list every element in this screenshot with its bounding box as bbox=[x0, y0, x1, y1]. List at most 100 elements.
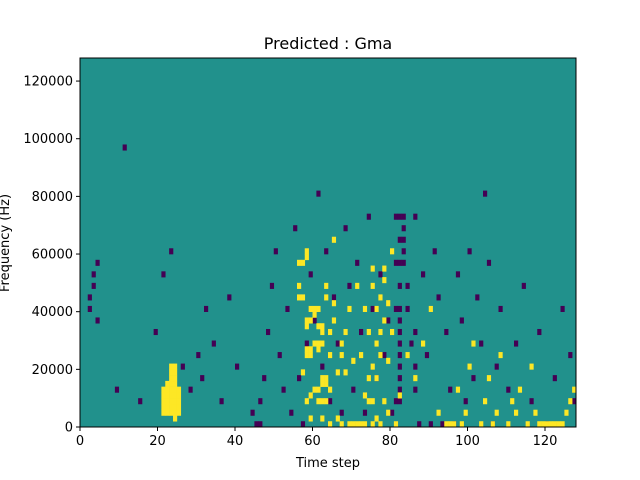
heatmap-cell-high bbox=[173, 415, 178, 422]
heatmap-cell-high bbox=[382, 265, 387, 272]
heatmap-cell-high bbox=[421, 340, 426, 347]
heatmap-cell-high bbox=[308, 346, 313, 353]
heatmap-cell-low bbox=[475, 294, 480, 301]
heatmap-cell-low bbox=[347, 282, 352, 289]
heatmap-cell-low bbox=[401, 213, 406, 220]
heatmap-cell-low bbox=[568, 352, 573, 359]
heatmap-cell-high bbox=[320, 323, 325, 330]
heatmap-cell-high bbox=[169, 392, 174, 399]
heatmap-cell-low bbox=[479, 340, 484, 347]
heatmap-cell-high bbox=[331, 317, 337, 324]
heatmap-cell-high bbox=[328, 328, 333, 336]
heatmap-cell-low bbox=[393, 398, 399, 405]
heatmap-cell-low bbox=[459, 317, 464, 324]
heatmap-cell-high bbox=[165, 392, 170, 399]
heatmap-cell-high bbox=[304, 323, 309, 330]
heatmap-cell-high bbox=[448, 421, 453, 428]
heatmap-cell-low bbox=[444, 328, 449, 336]
heatmap-cell-low bbox=[514, 340, 519, 347]
heatmap-cell-high bbox=[355, 282, 360, 289]
x-tick-label: 20 bbox=[149, 434, 166, 449]
heatmap-cell-high bbox=[382, 317, 387, 324]
heatmap-cell-low bbox=[277, 352, 282, 359]
heatmap-cell-high bbox=[343, 369, 348, 376]
heatmap-cell-low bbox=[308, 271, 313, 278]
heatmap-cell-high bbox=[370, 363, 375, 370]
heatmap-cell-high bbox=[328, 386, 333, 393]
heatmap-cell-high bbox=[320, 398, 325, 405]
heatmap-cell-high bbox=[347, 305, 352, 312]
heatmap-cell-high bbox=[324, 398, 329, 405]
heatmap-cell-high bbox=[366, 398, 371, 405]
heatmap-cell-high bbox=[316, 340, 321, 347]
heatmap-cell-high bbox=[428, 305, 433, 312]
heatmap-cell-high bbox=[455, 386, 461, 393]
heatmap-cell-low bbox=[417, 421, 422, 428]
heatmap-cell-high bbox=[316, 386, 321, 393]
heatmap-cell-low bbox=[421, 271, 426, 278]
y-axis-label: Frequency (Hz) bbox=[0, 194, 13, 292]
heatmap-cell-high bbox=[347, 421, 352, 428]
heatmap-cell-high bbox=[316, 305, 321, 312]
heatmap-cell-high bbox=[490, 421, 495, 428]
heatmap-cell-high bbox=[529, 363, 534, 370]
heatmap-cell-high bbox=[165, 403, 170, 411]
heatmap-cell-low bbox=[87, 305, 92, 312]
heatmap-cell-high bbox=[316, 323, 321, 330]
heatmap-cell-high bbox=[324, 294, 329, 301]
heatmap-cell-low bbox=[521, 282, 526, 289]
heatmap-cell-high bbox=[173, 398, 178, 405]
heatmap-cell-low bbox=[413, 363, 418, 370]
heatmap-cell-high bbox=[463, 409, 468, 416]
y-tick-label: 80000 bbox=[32, 190, 73, 205]
heatmap-cell-low bbox=[397, 305, 402, 312]
heatmap-cell-low bbox=[413, 386, 418, 393]
heatmap-cell-low bbox=[273, 248, 278, 255]
heatmap-cell-high bbox=[506, 421, 511, 428]
heatmap-cell-low bbox=[254, 421, 259, 428]
heatmap-cell-low bbox=[258, 398, 263, 405]
heatmap-cell-low bbox=[250, 409, 255, 416]
heatmap-cell-low bbox=[188, 386, 193, 393]
heatmap-cell-high bbox=[320, 340, 325, 347]
heatmap-cell-low bbox=[351, 386, 356, 393]
heatmap-cell-low bbox=[498, 305, 503, 312]
heatmap-cell-high bbox=[359, 421, 364, 428]
heatmap-cell-high bbox=[351, 357, 356, 364]
heatmap-background bbox=[80, 58, 576, 427]
heatmap-cell-high bbox=[382, 277, 387, 284]
heatmap-cell-high bbox=[173, 409, 178, 416]
heatmap-cell-high bbox=[378, 352, 383, 359]
heatmap-cell-high bbox=[176, 386, 182, 393]
heatmap-cell-low bbox=[572, 398, 577, 405]
heatmap-cell-low bbox=[401, 248, 406, 255]
y-tick-label: 60000 bbox=[32, 248, 73, 263]
heatmap-cell-low bbox=[285, 305, 290, 312]
x-axis-label: Time step bbox=[295, 456, 360, 471]
heatmap-cell-low bbox=[339, 409, 344, 416]
heatmap-cell-high bbox=[335, 369, 340, 376]
heatmap-cell-low bbox=[335, 340, 340, 347]
heatmap-cell-high bbox=[366, 328, 371, 336]
heatmap-cell-high bbox=[308, 415, 313, 422]
heatmap-cell-low bbox=[91, 282, 96, 289]
heatmap-cell-low bbox=[424, 352, 430, 359]
heatmap-cell-low bbox=[196, 352, 201, 359]
heatmap-cell-high bbox=[173, 375, 178, 382]
heatmap-cell-low bbox=[401, 225, 406, 232]
heatmap-cell-high bbox=[370, 398, 375, 405]
heatmap-cell-low bbox=[293, 225, 298, 232]
heatmap-cell-low bbox=[494, 363, 499, 370]
heatmap-cell-low bbox=[397, 236, 402, 243]
heatmap-cell-high bbox=[165, 386, 170, 393]
heatmap-cell-low bbox=[211, 340, 216, 347]
x-tick-label: 40 bbox=[227, 434, 244, 449]
heatmap-cell-low bbox=[401, 236, 406, 243]
heatmap-cell-low bbox=[355, 259, 360, 266]
heatmap-cell-high bbox=[161, 409, 166, 416]
heatmap-cell-high bbox=[386, 300, 391, 307]
heatmap-cell-low bbox=[262, 375, 267, 382]
heatmap-cell-high bbox=[568, 398, 573, 405]
heatmap-cell-high bbox=[471, 340, 476, 347]
heatmap-cell-low bbox=[537, 328, 542, 336]
